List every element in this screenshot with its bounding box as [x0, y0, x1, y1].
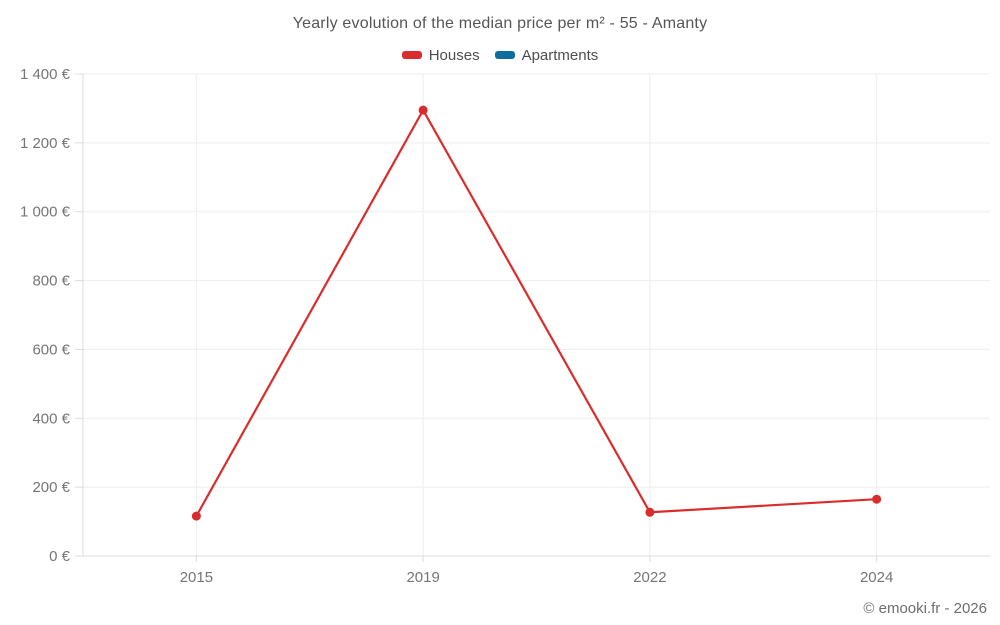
chart-title: Yearly evolution of the median price per… [292, 15, 708, 32]
chart-legend: Houses Apartments [0, 45, 1000, 65]
x-tick-label: 2022 [633, 569, 666, 586]
series-line-houses [195, 109, 878, 518]
legend-item-houses[interactable]: Houses [401, 46, 480, 64]
y-tick-label: 200 € [32, 479, 70, 496]
legend-item-apartments[interactable]: Apartments [494, 46, 599, 64]
x-tick-label: 2019 [406, 569, 439, 586]
y-tick-label: 400 € [32, 410, 70, 427]
houses-swatch-icon [401, 51, 422, 59]
x-tick-label: 2015 [180, 569, 213, 586]
y-tick-label: 1 000 € [20, 204, 71, 221]
data-point-houses [645, 507, 655, 517]
y-tick-label: 1 400 € [20, 66, 71, 83]
x-tick-label: 2024 [860, 569, 893, 586]
y-tick-label: 1 200 € [20, 135, 71, 152]
y-tick-label: 800 € [32, 273, 70, 290]
data-point-houses [191, 511, 201, 521]
copyright-text: © emooki.fr - 2026 [863, 600, 987, 617]
y-tick-label: 0 € [49, 548, 71, 565]
legend-label-apartments: Apartments [521, 46, 599, 64]
data-point-houses [872, 494, 882, 504]
legend-label-houses: Houses [428, 46, 480, 64]
apartments-swatch-icon [494, 51, 515, 59]
data-point-houses [418, 105, 428, 115]
y-tick-label: 600 € [32, 341, 70, 358]
